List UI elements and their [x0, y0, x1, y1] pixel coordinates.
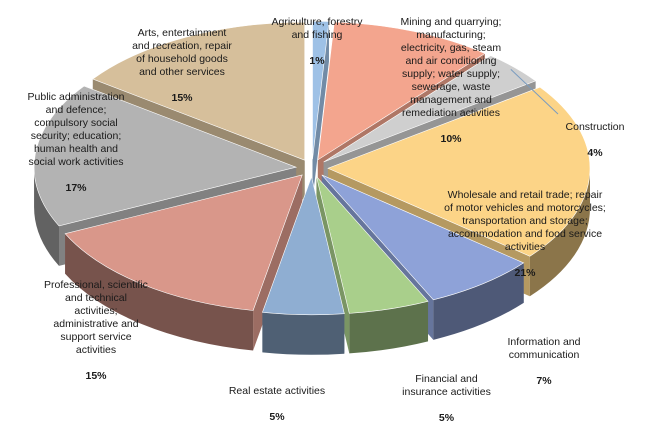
pie-slice-top	[323, 55, 537, 163]
pie-slice-side	[433, 262, 524, 340]
slice-label-text: Professional, scientific and technical a…	[44, 279, 148, 356]
pie-slice-side	[262, 312, 345, 355]
label-professional: Professional, scientific and technical a…	[26, 266, 166, 396]
slice-value-label: 5%	[438, 412, 455, 424]
slice-label-text: Financial and insurance activities	[402, 373, 491, 398]
slice-label-text: Public administration and defence; compu…	[27, 91, 125, 168]
pie-slice-7	[64, 174, 303, 351]
label-real-estate: Real estate activities 5%	[212, 372, 342, 437]
pie-slice-wall	[312, 21, 329, 200]
pie-slice-side	[34, 167, 60, 266]
slice-value-label: 5%	[269, 411, 285, 423]
slice-value-label: 4%	[587, 147, 603, 159]
slice-label-text: Construction	[565, 121, 625, 133]
slice-value-label: 1%	[309, 55, 325, 67]
slice-label-text: Mining and quarrying; manufacturing; ele…	[400, 16, 502, 119]
pie-slice-0	[312, 20, 330, 200]
slice-label-text: Real estate activities	[228, 385, 326, 397]
slice-value-label: 21%	[514, 267, 536, 279]
label-wholesale: Wholesale and retail trade; repair of mo…	[420, 176, 630, 293]
pie-slice-top	[316, 176, 429, 314]
slice-value-label: 15%	[85, 370, 107, 382]
pie-slice-top	[64, 174, 303, 311]
construction-leader-line	[510, 69, 559, 115]
label-public-admin: Public administration and defence; compu…	[6, 78, 146, 208]
pie-slice-side	[349, 301, 429, 354]
label-agriculture: Agriculture, forestry and fishing 1%	[262, 3, 372, 81]
slice-label-text: Arts, entertainment and recreation, repa…	[132, 27, 232, 78]
pie-slice-top	[327, 86, 591, 257]
slice-label-text: Agriculture, forestry and fishing	[271, 16, 363, 41]
label-information: Information and communication 7%	[484, 323, 604, 401]
slice-value-label: 7%	[536, 375, 552, 387]
slice-value-label: 15%	[171, 92, 193, 104]
label-mining: Mining and quarrying; manufacturing; ele…	[376, 3, 526, 159]
slice-value-label: 17%	[65, 182, 87, 194]
pie-slice-top	[261, 175, 345, 316]
label-arts: Arts, entertainment and recreation, repa…	[112, 14, 252, 118]
pie-slice-side	[529, 168, 590, 297]
pie-slice-top	[92, 21, 306, 161]
slice-label-text: Wholesale and retail trade; repair of mo…	[444, 189, 606, 253]
pie-slice-top	[33, 85, 298, 227]
pie-slice-side	[65, 233, 254, 351]
pie-slice-top	[321, 174, 525, 301]
pie-slice-6	[261, 175, 345, 355]
slice-label-text: Information and communication	[507, 336, 581, 361]
label-financial: Financial and insurance activities 5%	[384, 360, 509, 438]
slice-value-label: 10%	[440, 133, 462, 145]
pie-chart	[33, 20, 591, 355]
label-construction: Construction 4%	[555, 108, 635, 173]
pie-slice-top	[317, 21, 486, 161]
pie-slice-top	[312, 20, 330, 160]
